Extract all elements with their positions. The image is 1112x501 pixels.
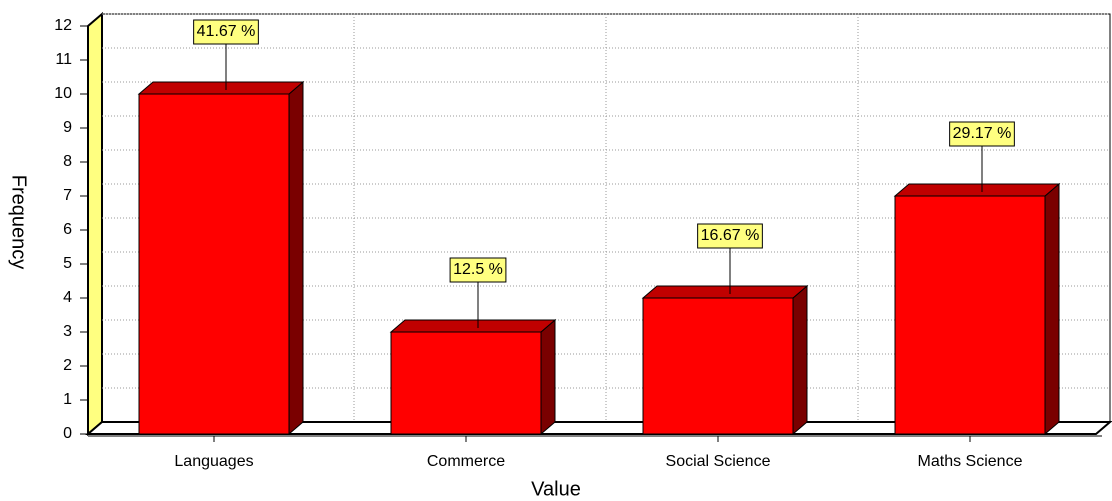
data-label: 16.67 %	[701, 227, 760, 244]
y-tick-label: 2	[63, 357, 72, 374]
bar-top	[893, 183, 1061, 197]
y-tick-label: 5	[63, 255, 72, 272]
bar-top	[389, 319, 557, 333]
y-axis-label: Frequency	[8, 175, 30, 270]
bar-side	[1044, 182, 1060, 436]
bar	[894, 195, 1046, 435]
x-tick-label: Commerce	[427, 453, 505, 470]
bar-top	[641, 285, 809, 299]
y-tick-label: 8	[63, 153, 72, 170]
x-tick-label: Maths Science	[918, 453, 1023, 470]
x-tick-label: Social Science	[666, 453, 771, 470]
bar	[390, 331, 542, 435]
x-axis-label: Value	[531, 478, 581, 500]
data-label-box	[697, 223, 763, 249]
data-label-box	[949, 121, 1015, 147]
data-label: 29.17 %	[953, 125, 1012, 142]
y-tick-label: 1	[63, 391, 72, 408]
data-label-box	[449, 257, 507, 283]
y-tick-label: 10	[54, 85, 72, 102]
bar-side	[792, 284, 808, 436]
y-tick-label: 9	[63, 119, 72, 136]
x-tick-label: Languages	[174, 453, 253, 470]
bar-top	[137, 81, 305, 95]
data-label: 12.5 %	[453, 261, 503, 278]
y-tick-label: 11	[55, 51, 72, 68]
bar	[138, 93, 290, 435]
y-tick-label: 3	[63, 323, 72, 340]
bar	[642, 297, 794, 435]
y-tick-label: 7	[63, 187, 72, 204]
bar-side	[540, 318, 556, 436]
y-tick-label: 6	[63, 221, 72, 238]
bar-side	[288, 80, 304, 436]
y-wall	[87, 11, 103, 437]
data-label-box	[193, 19, 259, 45]
data-label: 41.67 %	[197, 23, 256, 40]
y-tick-label: 12	[54, 17, 72, 34]
y-tick-label: 0	[63, 425, 72, 442]
y-tick-label: 4	[63, 289, 72, 306]
